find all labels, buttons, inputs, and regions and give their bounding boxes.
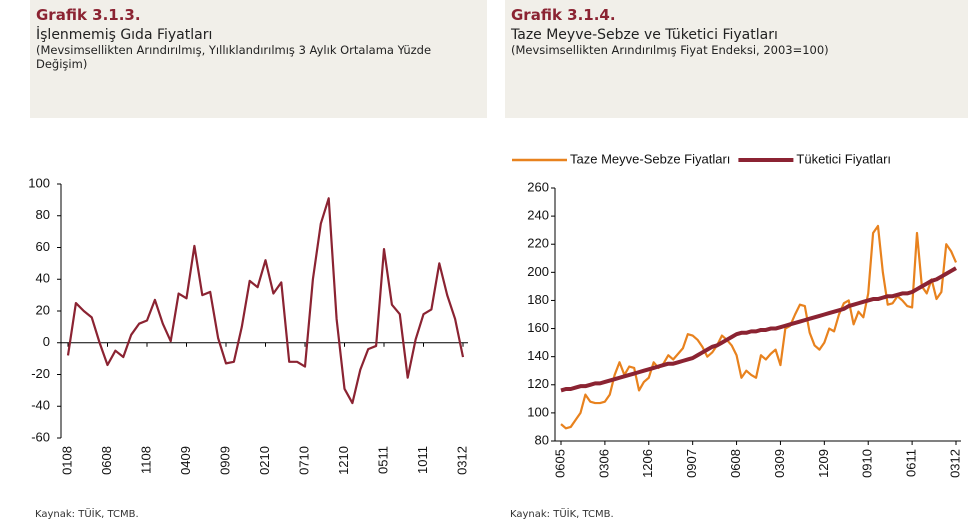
y-tick-label: 100 xyxy=(527,404,549,419)
chart-header: Grafik 3.1.4. Taze Meyve-Sebze ve Tüketi… xyxy=(505,0,968,118)
series-line xyxy=(560,266,957,393)
x-tick-label: 0409 xyxy=(178,446,193,475)
x-tick-label: 0312 xyxy=(947,449,962,478)
x-tick-label: 1209 xyxy=(816,449,831,478)
x-tick-label: 0309 xyxy=(772,449,787,478)
x-tick-label: 0910 xyxy=(860,449,875,478)
y-tick-label: 0 xyxy=(43,334,50,349)
chart-label: Grafik 3.1.3. xyxy=(36,6,141,24)
x-tick-label: 0608 xyxy=(99,446,114,475)
x-tick-label: 0710 xyxy=(296,446,311,475)
chart-subtitle: (Mevsimsellikten Arındırılmış, Yıllıklan… xyxy=(36,43,432,71)
y-tick-label: 80 xyxy=(36,207,50,222)
legend-label: Tüketici Fiyatları xyxy=(796,151,891,166)
y-tick-label: -60 xyxy=(31,429,50,444)
source: Kaynak: TÜİK, TCMB. xyxy=(35,509,139,520)
series-line xyxy=(560,224,958,430)
y-tick-label: 100 xyxy=(28,175,50,190)
x-tick-label: 0108 xyxy=(59,446,74,475)
y-tick-label: 180 xyxy=(527,292,549,307)
x-tick-label: 0210 xyxy=(257,446,272,475)
x-tick-label: 0306 xyxy=(596,449,611,478)
chart-subtitle: (Mevsimsellikten Arındırılmış Fiyat Ende… xyxy=(511,43,829,57)
y-tick-label: 260 xyxy=(527,179,549,194)
y-tick-label: 160 xyxy=(527,320,549,335)
chart-title: İşlenmemiş Gıda Fiyatları xyxy=(36,27,213,43)
x-tick-label: 1210 xyxy=(336,446,351,475)
y-tick-label: 80 xyxy=(535,432,549,447)
x-tick-label: 0909 xyxy=(217,446,232,475)
y-tick-label: -20 xyxy=(31,366,50,381)
chart-header: Grafik 3.1.3. İşlenmemiş Gıda Fiyatları … xyxy=(30,0,487,118)
x-tick-label: 1108 xyxy=(138,446,153,474)
x-tick-label: 0907 xyxy=(684,449,699,478)
x-tick-label: 0611 xyxy=(904,449,919,477)
chart-title: Taze Meyve-Sebze ve Tüketici Fiyatları xyxy=(511,27,778,43)
series-line xyxy=(66,197,465,405)
x-tick-label: 0605 xyxy=(552,449,567,478)
y-tick-label: 240 xyxy=(527,208,549,223)
y-tick-label: 220 xyxy=(527,236,549,251)
y-tick-label: 140 xyxy=(527,348,549,363)
y-tick-label: 120 xyxy=(527,376,549,391)
x-tick-label: 0511 xyxy=(375,446,390,474)
y-tick-label: 60 xyxy=(36,239,50,254)
x-tick-label: 0608 xyxy=(728,449,743,478)
y-tick-label: 40 xyxy=(36,271,50,286)
y-tick-label: -40 xyxy=(31,398,50,413)
x-tick-label: 1011 xyxy=(415,446,430,474)
x-tick-label: 0312 xyxy=(454,446,469,475)
x-tick-label: 1206 xyxy=(640,449,655,478)
source: Kaynak: TÜİK, TCMB. xyxy=(510,509,614,520)
legend-label: Taze Meyve-Sebze Fiyatları xyxy=(570,151,730,166)
chart-label: Grafik 3.1.4. xyxy=(511,6,616,24)
y-tick-label: 20 xyxy=(36,302,50,317)
y-tick-label: 200 xyxy=(527,264,549,279)
